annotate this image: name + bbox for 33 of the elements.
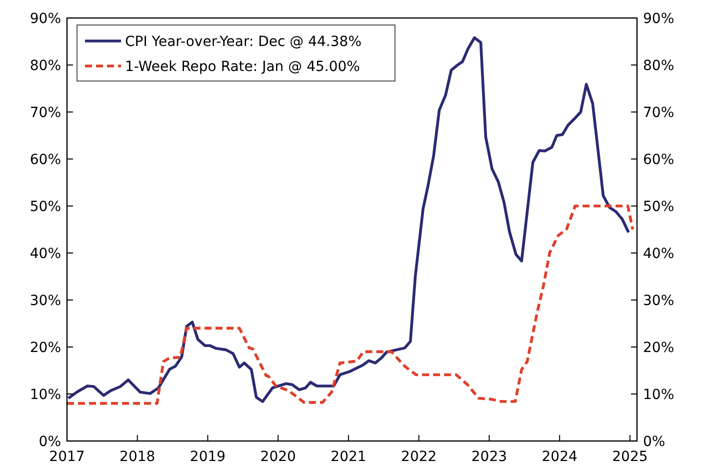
line-series <box>67 36 630 403</box>
x-tick-label: 2025 <box>612 449 648 465</box>
x-tick-label: 2020 <box>260 449 296 465</box>
y2-tick-label: 70% <box>643 104 674 121</box>
y2-tick-label: 60% <box>643 152 674 168</box>
y-tick-label: 30% <box>30 292 61 309</box>
legend-label: 1-Week Repo Rate: Jan @ 45.00% <box>125 58 360 75</box>
y2-tick-label: 20% <box>643 340 674 356</box>
y2-tick-label: 10% <box>643 386 674 403</box>
y-tick-label: 0% <box>38 434 61 450</box>
y-tick-label: 90% <box>30 10 61 27</box>
line-series <box>66 204 634 405</box>
y-tick-label: 40% <box>30 246 61 262</box>
y2-tick-label: 90% <box>643 10 674 27</box>
y-tick-label: 60% <box>30 152 61 168</box>
legend-label: CPI Year-over-Year: Dec @ 44.38% <box>125 34 362 50</box>
y-tick-label: 10% <box>30 386 61 403</box>
x-tick-label: 2019 <box>190 449 226 465</box>
y-tick-label: 20% <box>30 340 61 356</box>
y2-tick-label: 80% <box>643 58 674 74</box>
y2-tick-label: 40% <box>643 246 674 262</box>
x-tick-label: 2024 <box>542 449 578 465</box>
x-tick-label: 2023 <box>471 449 508 465</box>
x-tick-label: 2021 <box>330 449 366 465</box>
y-tick-label: 80% <box>30 58 61 74</box>
x-tick-label: 2022 <box>401 449 437 465</box>
x-tick-label: 2018 <box>120 449 156 465</box>
x-tick-label: 2017 <box>49 449 85 465</box>
y2-tick-label: 50% <box>643 198 674 215</box>
y-tick-label: 70% <box>30 104 61 121</box>
y2-tick-label: 0% <box>643 434 666 450</box>
y-tick-label: 50% <box>30 198 61 215</box>
y2-tick-label: 30% <box>643 292 674 309</box>
